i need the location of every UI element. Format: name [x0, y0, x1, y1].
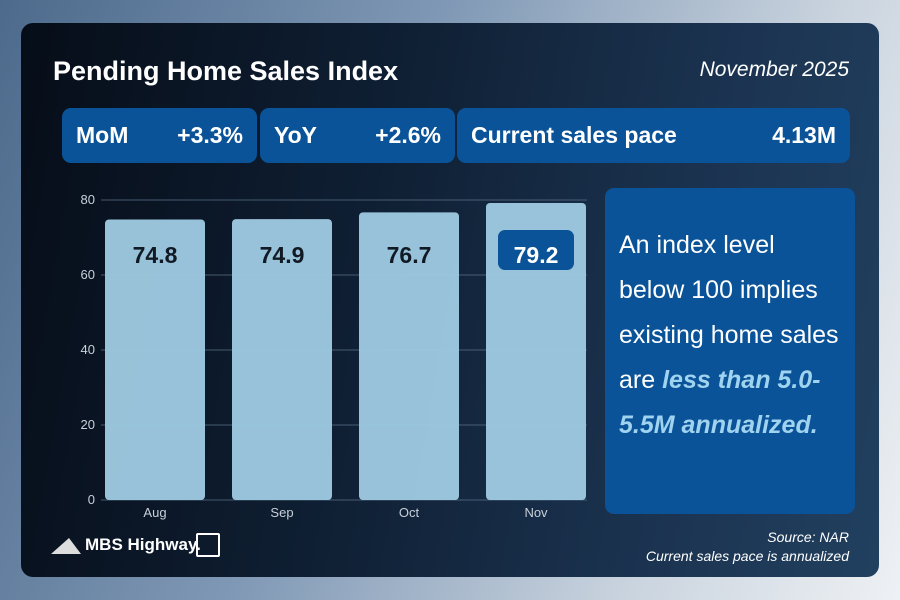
- mom-stat: MoM +3.3%: [62, 108, 257, 163]
- note-text: An index level below 100 implies existin…: [619, 231, 839, 394]
- pace-label: Current sales pace: [471, 122, 677, 148]
- source-text: Source: NAR: [767, 529, 849, 545]
- yoy-stat: YoY +2.6%: [260, 108, 455, 163]
- x-tick-label: Oct: [399, 505, 420, 520]
- bar-nov: [486, 203, 586, 500]
- y-tick-label: 0: [88, 492, 95, 507]
- data-label: 74.9: [260, 242, 305, 268]
- y-tick-label: 80: [81, 192, 95, 207]
- yoy-value: +2.6%: [375, 122, 441, 148]
- bar-aug: [105, 219, 205, 500]
- bar-sep: [232, 219, 332, 500]
- x-tick-label: Sep: [270, 505, 293, 520]
- source-note: Source: NAR Current sales pace is annual…: [646, 528, 849, 566]
- pace-value: 4.13M: [772, 122, 836, 148]
- data-label: 79.2: [514, 242, 559, 268]
- highlight-badge: [498, 230, 574, 270]
- pace-stat: Current sales pace 4.13M: [457, 108, 850, 163]
- infographic-card: Pending Home Sales Index November 2025 M…: [21, 23, 879, 577]
- mom-value: +3.3%: [177, 122, 243, 148]
- x-tick-label: Nov: [524, 505, 548, 520]
- note-emphasis: less than 5.0-5.5M annualized.: [619, 366, 821, 439]
- data-label: 76.7: [387, 242, 432, 268]
- bar-oct: [359, 212, 459, 500]
- yoy-label: YoY: [274, 122, 318, 148]
- page-title: Pending Home Sales Index: [53, 56, 399, 86]
- data-label: 74.8: [133, 242, 178, 268]
- mbs-highway-logo: MBS Highway.: [51, 535, 201, 555]
- bar-chart: 0 20 40 60 80 74.8 Aug 74.9 Sep 76.7 Oct 79.2 Nov: [81, 192, 587, 520]
- equal-housing-icon: [196, 533, 220, 557]
- mountain-icon: [51, 538, 81, 554]
- report-date: November 2025: [699, 58, 849, 81]
- pace-footnote: Current sales pace is annualized: [645, 548, 849, 564]
- note-box: An index level below 100 implies existin…: [605, 188, 855, 514]
- x-tick-label: Aug: [143, 505, 166, 520]
- brand-name: MBS Highway.: [85, 535, 201, 554]
- y-tick-label: 60: [81, 267, 95, 282]
- y-tick-label: 40: [81, 342, 95, 357]
- mom-label: MoM: [76, 122, 129, 148]
- y-tick-label: 20: [81, 417, 95, 432]
